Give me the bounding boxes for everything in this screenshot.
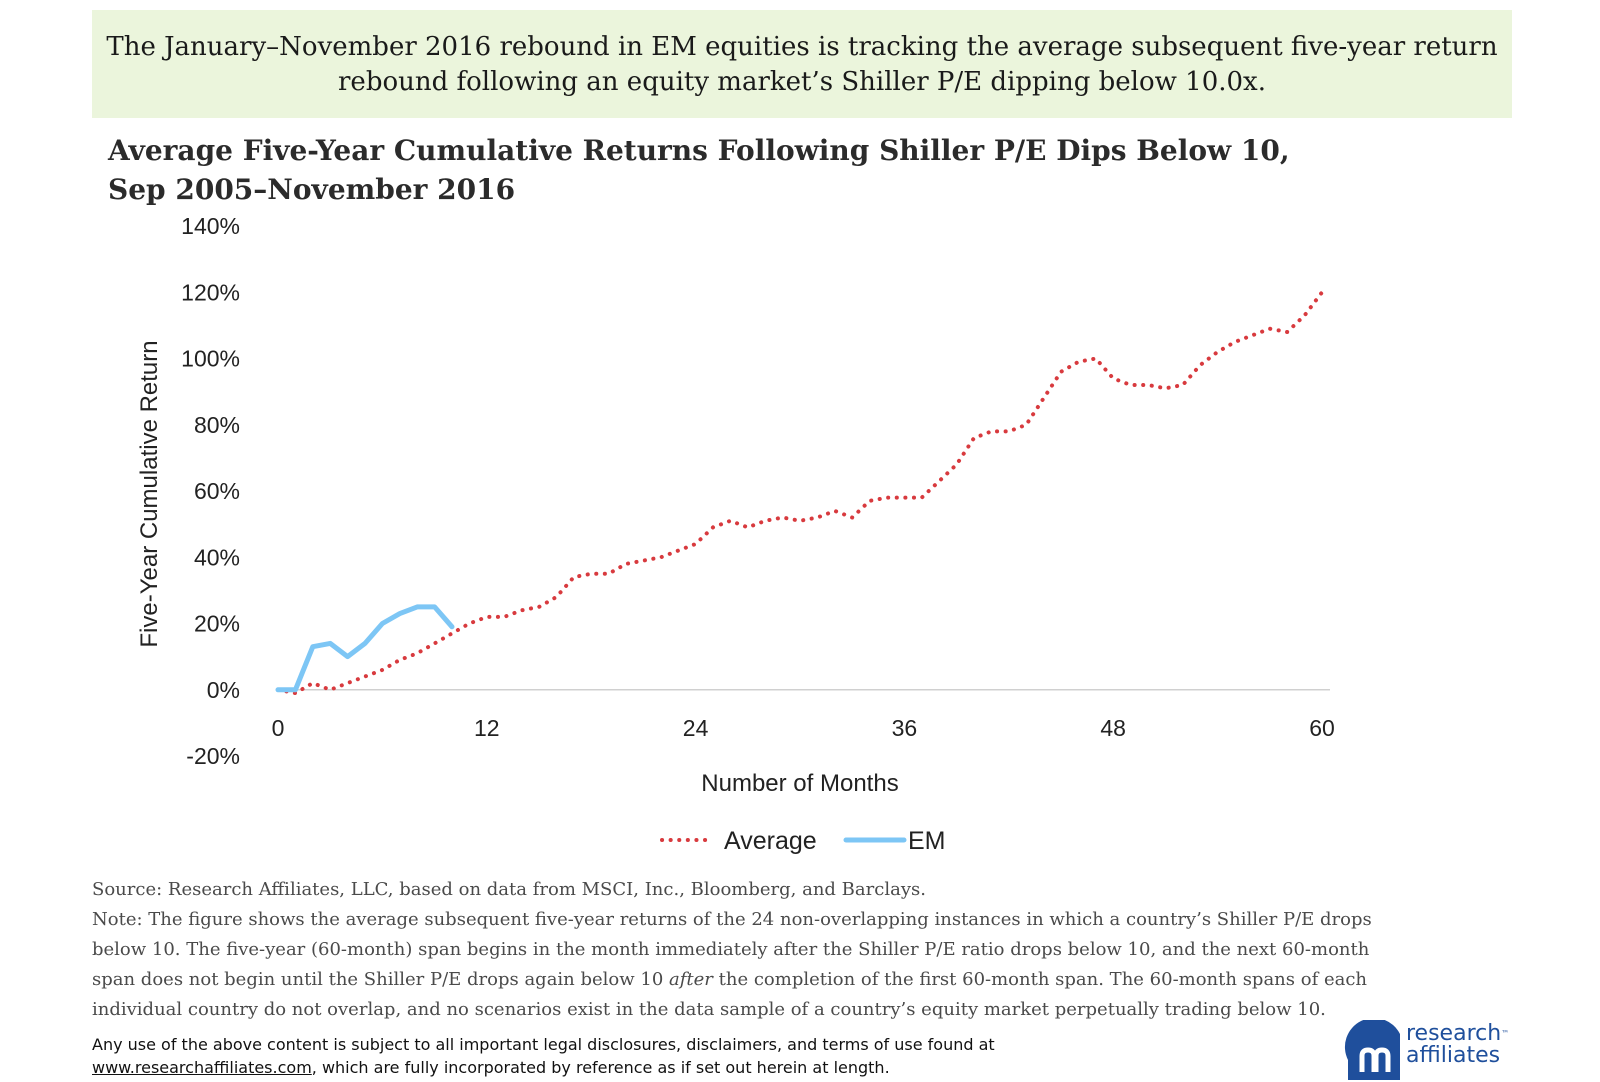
footnotes: Source: Research Affiliates, LLC, based … bbox=[92, 875, 1412, 1025]
chart-title-line-1: Average Five-Year Cumulative Returns Fol… bbox=[108, 134, 1290, 167]
source-note: Source: Research Affiliates, LLC, based … bbox=[92, 879, 926, 900]
website-link[interactable]: www.researchaffiliates.com bbox=[92, 1058, 312, 1077]
y-axis-title: Five-Year Cumulative Return bbox=[136, 340, 163, 647]
y-tick-label: 60% bbox=[194, 478, 240, 504]
x-axis-title: Number of Months bbox=[701, 770, 898, 797]
series-line-em bbox=[275, 604, 455, 693]
y-tick-label: 100% bbox=[181, 346, 240, 372]
logo-word-affiliates: affiliates bbox=[1406, 1043, 1501, 1068]
x-tick-label: 36 bbox=[892, 715, 918, 741]
chart-title-line-2: Sep 2005–November 2016 bbox=[108, 173, 516, 206]
logo-word-research: research bbox=[1406, 1021, 1502, 1046]
note-text-2: the completion of the first 60-month spa… bbox=[92, 969, 1368, 1020]
disclaimer-line-2: www.researchaffiliates.com, which are fu… bbox=[92, 1056, 995, 1079]
disclaimer-line-1: Any use of the above content is subject … bbox=[92, 1035, 995, 1054]
note-emphasis: after bbox=[669, 969, 713, 990]
y-tick-label: -20% bbox=[186, 743, 240, 769]
research-affiliates-logo: research™ affiliates bbox=[1340, 1018, 1520, 1082]
x-tick-label: 0 bbox=[272, 715, 285, 741]
methodology-note: Note: The figure shows the average subse… bbox=[92, 905, 1412, 1025]
y-tick-label: 120% bbox=[181, 279, 240, 305]
line-chart: 140% 120% 100% 80% 60% 40% 20% 0% -20% 0 12 24 36 48 6… bbox=[136, 213, 1335, 855]
legend-label-em: EM bbox=[908, 827, 946, 855]
series-line-average bbox=[276, 290, 1324, 696]
y-tick-label: 40% bbox=[194, 544, 240, 570]
y-tick-label: 20% bbox=[194, 611, 240, 637]
y-tick-label: 80% bbox=[194, 412, 240, 438]
legend-label-average: Average bbox=[724, 827, 817, 855]
headline-line-1: The January–November 2016 rebound in EM … bbox=[106, 32, 1498, 62]
y-tick-label: 0% bbox=[207, 677, 240, 703]
note-text-1: Note: The figure shows the average subse… bbox=[92, 909, 1372, 990]
legal-disclaimer: Any use of the above content is subject … bbox=[92, 1033, 995, 1079]
chart-title: Average Five-Year Cumulative Returns Fol… bbox=[108, 131, 1290, 209]
x-tick-label: 48 bbox=[1100, 715, 1126, 741]
y-tick-label: 140% bbox=[181, 213, 240, 239]
headline-line-2: rebound following an equity market’s Shi… bbox=[338, 67, 1266, 97]
x-tick-label: 24 bbox=[683, 715, 709, 741]
x-tick-label: 60 bbox=[1309, 715, 1335, 741]
headline-banner: The January–November 2016 rebound in EM … bbox=[92, 10, 1512, 118]
logo-wordmark: research™ affiliates bbox=[1406, 1023, 1509, 1067]
logo-trademark: ™ bbox=[1501, 1029, 1510, 1038]
logo-mark-icon bbox=[1344, 1020, 1400, 1080]
x-tick-label: 12 bbox=[474, 715, 500, 741]
disclaimer-line-2-text: , which are fully incorporated by refere… bbox=[311, 1058, 890, 1077]
